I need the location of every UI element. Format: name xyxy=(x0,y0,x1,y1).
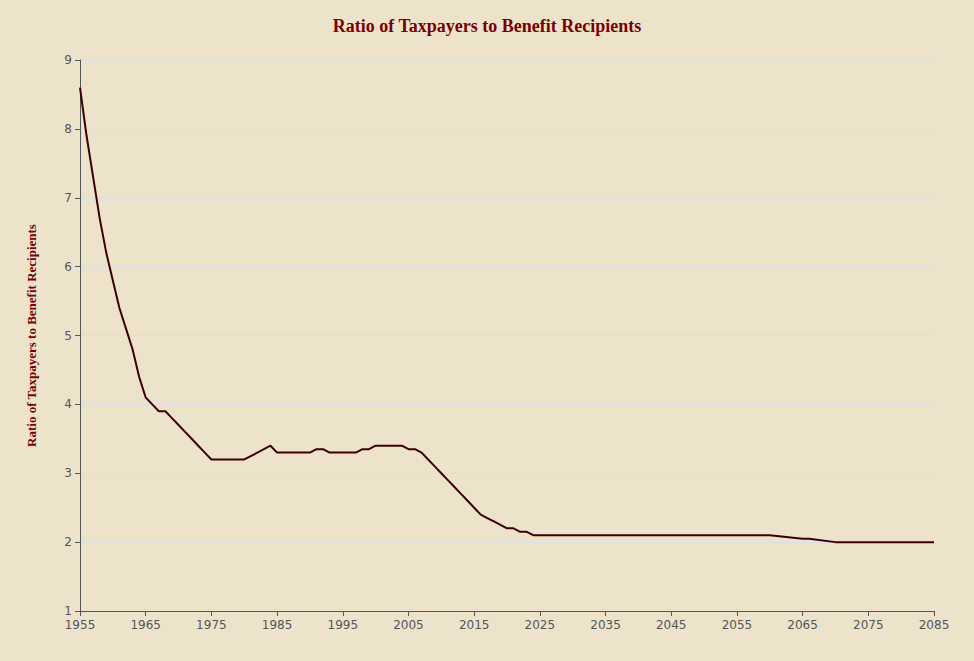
svg-text:2035: 2035 xyxy=(590,618,621,632)
svg-text:3: 3 xyxy=(64,466,72,480)
svg-text:2075: 2075 xyxy=(853,618,884,632)
svg-text:1975: 1975 xyxy=(196,618,227,632)
svg-text:2: 2 xyxy=(64,535,72,549)
svg-text:9: 9 xyxy=(64,53,72,67)
svg-text:5: 5 xyxy=(64,329,72,343)
svg-text:1965: 1965 xyxy=(130,618,161,632)
svg-text:2005: 2005 xyxy=(393,618,424,632)
svg-text:2055: 2055 xyxy=(722,618,753,632)
svg-text:4: 4 xyxy=(64,397,72,411)
svg-text:1995: 1995 xyxy=(327,618,358,632)
svg-text:1955: 1955 xyxy=(65,618,96,632)
svg-text:8: 8 xyxy=(64,122,72,136)
svg-text:2065: 2065 xyxy=(787,618,818,632)
svg-text:1985: 1985 xyxy=(262,618,293,632)
svg-text:2015: 2015 xyxy=(459,618,490,632)
svg-text:6: 6 xyxy=(64,260,72,274)
svg-text:Ratio of Taxpayers to Benefit: Ratio of Taxpayers to Benefit Recipients xyxy=(333,16,641,36)
svg-text:2025: 2025 xyxy=(525,618,556,632)
svg-text:7: 7 xyxy=(64,191,72,205)
svg-text:1: 1 xyxy=(64,604,72,618)
svg-text:2085: 2085 xyxy=(919,618,950,632)
svg-text:Ratio of Taxpayers to Benefit: Ratio of Taxpayers to Benefit Recipients xyxy=(24,224,39,447)
svg-text:2045: 2045 xyxy=(656,618,687,632)
